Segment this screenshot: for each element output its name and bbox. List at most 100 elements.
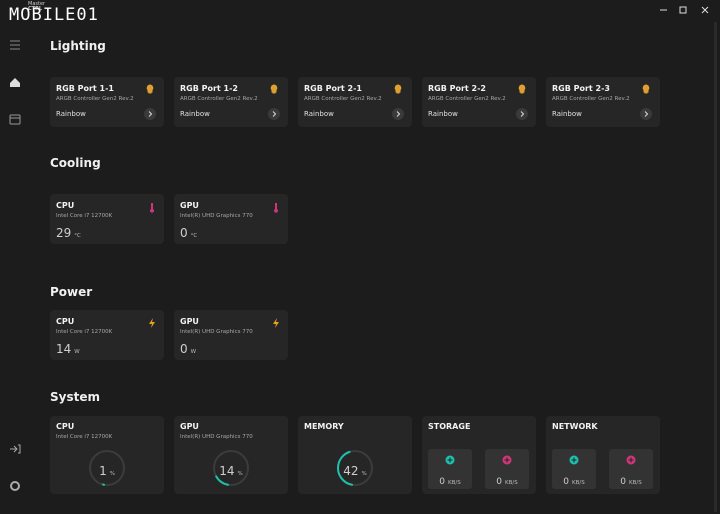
- bulb-icon: [146, 84, 154, 94]
- download-icon: [626, 455, 636, 465]
- bulb-icon-shape: [270, 84, 278, 94]
- icon-plus: [504, 457, 510, 463]
- port-device: ARGB Controller Gen2 Rev.2: [428, 96, 506, 102]
- reading-unit: °C: [190, 233, 198, 239]
- port-card[interactable]: RGB Port 2-3 ARGB Controller Gen2 Rev.2 Ra…: [546, 77, 660, 127]
- bulb-icon-shape: [146, 84, 154, 94]
- bolt-icon-shape: [149, 318, 155, 328]
- bulb-icon-shape: [642, 84, 650, 94]
- reading: 14%: [174, 460, 288, 479]
- reading-value: 0: [496, 477, 502, 487]
- bolt-icon: [273, 318, 279, 328]
- usage-card: CPU Intel Core i7 12700K 1%: [50, 416, 164, 494]
- port-name: RGB Port 2-3: [552, 84, 610, 93]
- reading: 0 KB/S: [609, 469, 653, 488]
- rate-box: 0 KB/S: [552, 449, 596, 489]
- bulb-icon-shape: [394, 84, 402, 94]
- bulb-icon: [642, 84, 650, 94]
- usage-gauge: [337, 450, 373, 486]
- reading-value: 29: [56, 226, 72, 240]
- thermo-icon-shape: [150, 203, 154, 213]
- port-card[interactable]: RGB Port 1-1 ARGB Controller Gen2 Rev.2 Ra…: [50, 77, 164, 127]
- logo-bottom: CTRL: [28, 6, 43, 12]
- bulb-icon-shape: [518, 84, 526, 94]
- open-button-bg: [516, 108, 528, 120]
- bulb-icon: [394, 84, 402, 94]
- cooling-card: CPU Intel Core i7 12700K 29 °C: [50, 194, 164, 244]
- usage-name: CPU: [56, 422, 75, 431]
- reading-value: 0: [563, 477, 569, 487]
- gauge-arc: [89, 450, 126, 486]
- reading: 42%: [298, 460, 412, 479]
- storage-name: STORAGE: [428, 422, 471, 431]
- reading-value: 0: [439, 477, 445, 487]
- reading: 1%: [50, 460, 164, 479]
- port-card[interactable]: RGB Port 2-2 ARGB Controller Gen2 Rev.2 Ra…: [422, 77, 536, 127]
- usage-name: MEMORY: [304, 422, 344, 431]
- icon-plus: [628, 457, 634, 463]
- maximize-button[interactable]: [679, 6, 687, 14]
- reading-unit: W: [190, 349, 197, 355]
- reading-value: 0: [620, 477, 626, 487]
- port-name: RGB Port 1-2: [180, 84, 238, 93]
- menu-button[interactable]: [10, 40, 20, 50]
- close-button[interactable]: [701, 6, 709, 14]
- reading-value: 42: [343, 464, 359, 478]
- reading-value: 14: [56, 342, 72, 356]
- item-device: Intel Core i7 12700K: [56, 213, 113, 219]
- open-button[interactable]: [144, 108, 156, 120]
- section-title: System: [50, 390, 100, 404]
- usage-name: GPU: [180, 422, 199, 431]
- window-controls: [660, 6, 709, 14]
- scrollbar[interactable]: [714, 22, 717, 512]
- reading-unit: %: [109, 471, 115, 477]
- port-name: RGB Port 1-1: [56, 84, 114, 93]
- reading-value: 0: [180, 342, 188, 356]
- storage-card: STORAGE 0 KB/S 0 KB/S: [422, 416, 536, 494]
- port-mode: Rainbow: [304, 110, 334, 118]
- port-device: ARGB Controller Gen2 Rev.2: [552, 96, 630, 102]
- port-mode: Rainbow: [180, 110, 210, 118]
- open-button-bg: [268, 108, 280, 120]
- port-name: RGB Port 2-2: [428, 84, 486, 93]
- port-device: ARGB Controller Gen2 Rev.2: [180, 96, 258, 102]
- usage-device: Intel(R) UHD Graphics 770: [180, 434, 253, 440]
- login-button[interactable]: [10, 444, 21, 454]
- bulb-icon: [518, 84, 526, 94]
- devices-button[interactable]: [9, 114, 21, 125]
- gauge-arc: [337, 450, 373, 486]
- reading: 0 KB/S: [428, 469, 472, 488]
- logo-top: Master: [28, 1, 46, 7]
- network-name: NETWORK: [552, 422, 598, 431]
- settings-button[interactable]: [10, 481, 20, 491]
- usage-device: Intel Core i7 12700K: [56, 434, 113, 440]
- port-device: ARGB Controller Gen2 Rev.2: [56, 96, 134, 102]
- reading: 29 °C: [56, 222, 81, 241]
- port-card[interactable]: RGB Port 1-2 ARGB Controller Gen2 Rev.2 Ra…: [174, 77, 288, 127]
- open-button[interactable]: [640, 108, 652, 120]
- title-bar: Master CTRL MOBILE01: [0, 0, 720, 25]
- port-mode: Rainbow: [56, 110, 86, 118]
- open-button[interactable]: [268, 108, 280, 120]
- rate-box: 0 KB/S: [485, 449, 529, 489]
- open-button[interactable]: [516, 108, 528, 120]
- open-button-bg: [392, 108, 404, 120]
- bolt-icon: [149, 318, 155, 328]
- thermo-icon: [274, 203, 278, 213]
- port-card[interactable]: RGB Port 2-1 ARGB Controller Gen2 Rev.2 Ra…: [298, 77, 412, 127]
- section-title: Power: [50, 285, 93, 299]
- reading: 0 °C: [180, 222, 197, 241]
- home-button[interactable]: [10, 78, 20, 87]
- reading-unit: %: [361, 471, 367, 477]
- upload-icon: [569, 455, 579, 465]
- reading-unit: %: [237, 471, 243, 477]
- sidebar: [9, 40, 21, 491]
- reading: 0 KB/S: [552, 469, 596, 488]
- open-button[interactable]: [392, 108, 404, 120]
- chevron: [520, 111, 525, 117]
- item-name: GPU: [180, 317, 199, 326]
- rate-box: 0 KB/S: [609, 449, 653, 489]
- download-icon: [502, 455, 512, 465]
- item-name: CPU: [56, 201, 75, 210]
